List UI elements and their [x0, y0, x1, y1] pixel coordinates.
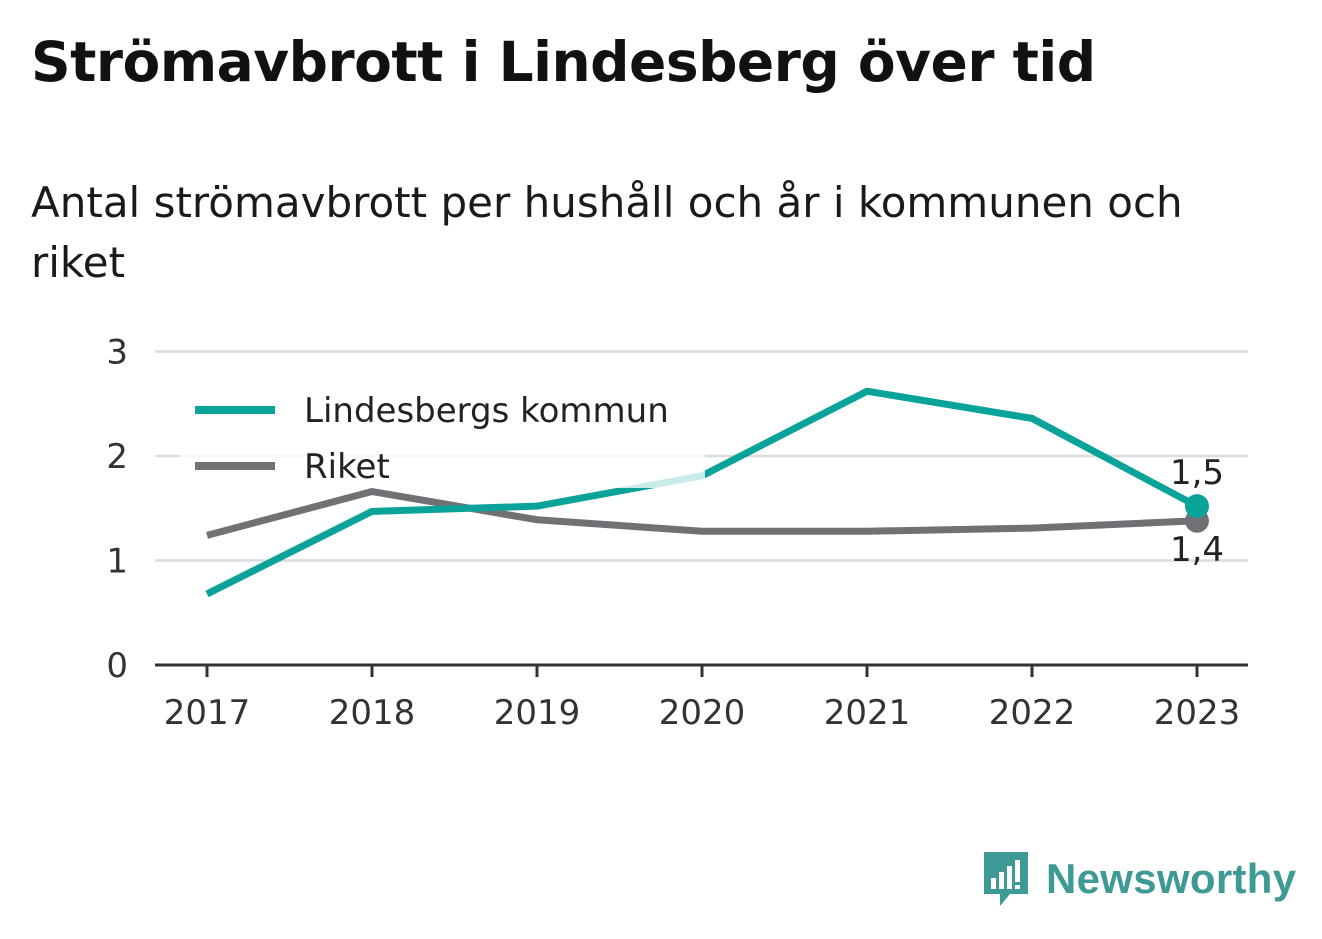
legend-label: Lindesbergs kommun: [304, 391, 669, 431]
y-tick-label: 0: [106, 646, 128, 686]
x-tick-label: 2018: [329, 693, 416, 733]
brand-name: Newsworthy: [1046, 855, 1297, 902]
x-tick-label: 2021: [824, 693, 911, 733]
chart-subtitle: Antal strömavbrott per hushåll och år i …: [31, 178, 1183, 287]
legend-label: Riket: [304, 447, 390, 487]
kommun-end-marker: [1185, 494, 1209, 519]
x-tick-label: 2022: [989, 693, 1076, 733]
kommun-end-label: 1,5: [1170, 453, 1224, 493]
riket-line: [206, 488, 1198, 539]
brand-logo: Newsworthy: [980, 848, 1296, 910]
x-tick-label: 2017: [164, 693, 251, 733]
chart-title: Strömavbrott i Lindesberg över tid: [31, 30, 1096, 94]
x-tick-label: 2020: [659, 693, 746, 733]
y-tick-label: 2: [106, 437, 128, 477]
x-tick-label: 2023: [1154, 693, 1241, 733]
x-tick-label: 2019: [494, 693, 581, 733]
y-tick-label: 1: [106, 542, 128, 582]
riket-end-label: 1,4: [1170, 530, 1224, 570]
y-tick-label: 3: [106, 333, 128, 373]
newsworthy-logo-icon: [984, 852, 1028, 906]
